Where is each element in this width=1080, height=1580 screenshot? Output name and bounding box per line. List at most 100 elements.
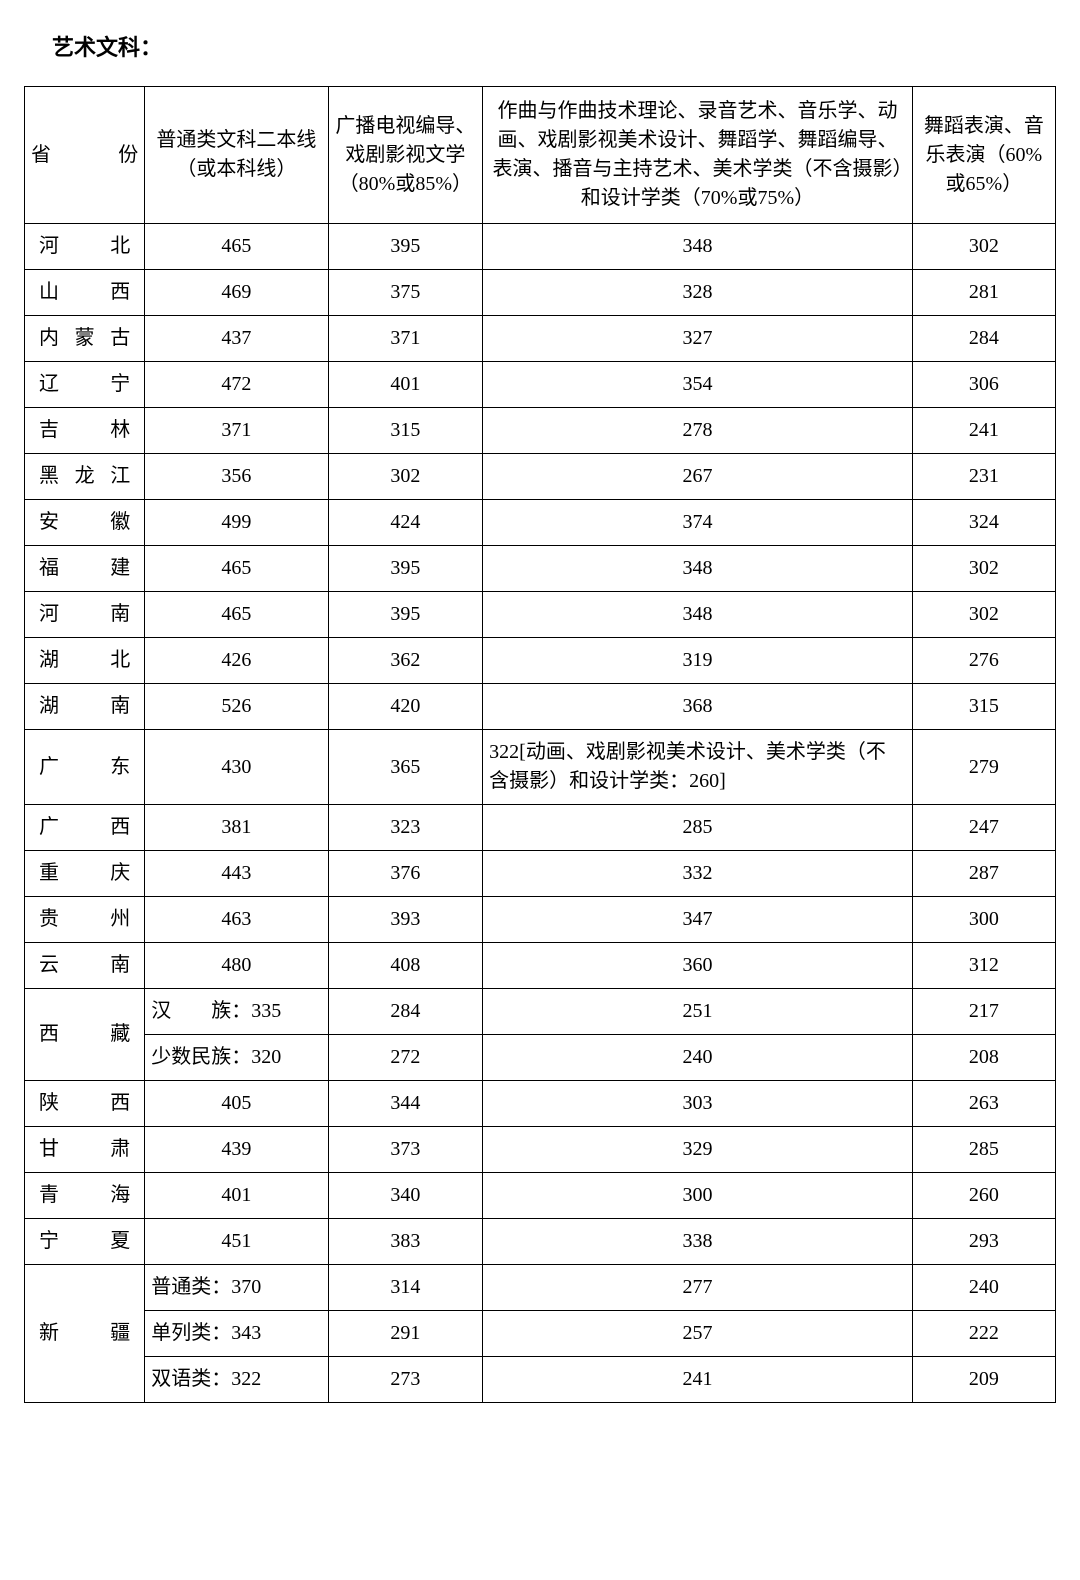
cell-province: 陕 西 — [25, 1081, 145, 1127]
cell-p70: 240 — [483, 1035, 913, 1081]
cell-p70: 347 — [483, 897, 913, 943]
cell-base: 普通类：370 — [145, 1265, 328, 1311]
col-80-header: 广播电视编导、戏剧影视文学（80%或85%） — [328, 87, 483, 224]
cell-p80: 362 — [328, 638, 483, 684]
cell-p60: 208 — [912, 1035, 1055, 1081]
cell-base: 437 — [145, 316, 328, 362]
cell-base: 443 — [145, 851, 328, 897]
cell-base: 465 — [145, 224, 328, 270]
table-row: 河 南465395348302 — [25, 592, 1056, 638]
cell-p80: 375 — [328, 270, 483, 316]
cell-p80: 373 — [328, 1127, 483, 1173]
cell-p80: 284 — [328, 989, 483, 1035]
cell-p80: 302 — [328, 454, 483, 500]
table-row: 安 徽499424374324 — [25, 500, 1056, 546]
cell-p80: 272 — [328, 1035, 483, 1081]
table-body: 河 北465395348302山 西469375328281内蒙古4373713… — [25, 224, 1056, 1403]
cell-province: 福 建 — [25, 546, 145, 592]
table-row: 单列类：343291257222 — [25, 1311, 1056, 1357]
cell-p70: 354 — [483, 362, 913, 408]
cell-province: 湖 北 — [25, 638, 145, 684]
cell-base: 469 — [145, 270, 328, 316]
cell-base: 526 — [145, 684, 328, 730]
cell-p70: 328 — [483, 270, 913, 316]
cell-p70: 348 — [483, 592, 913, 638]
cell-p70: 277 — [483, 1265, 913, 1311]
cell-p70: 241 — [483, 1357, 913, 1403]
cell-p80: 365 — [328, 730, 483, 805]
table-row: 黑龙江356302267231 — [25, 454, 1056, 500]
cell-p80: 315 — [328, 408, 483, 454]
cell-province: 河 北 — [25, 224, 145, 270]
table-row: 新 疆普通类：370314277240 — [25, 1265, 1056, 1311]
cell-p60: 306 — [912, 362, 1055, 408]
cell-base: 少数民族：320 — [145, 1035, 328, 1081]
cell-p70: 251 — [483, 989, 913, 1035]
table-row: 少数民族：320272240208 — [25, 1035, 1056, 1081]
cell-p60: 231 — [912, 454, 1055, 500]
cell-base: 439 — [145, 1127, 328, 1173]
table-row: 甘 肃439373329285 — [25, 1127, 1056, 1173]
cell-p80: 340 — [328, 1173, 483, 1219]
table-row: 山 西469375328281 — [25, 270, 1056, 316]
cell-p80: 314 — [328, 1265, 483, 1311]
cell-p70: 303 — [483, 1081, 913, 1127]
cell-p70: 374 — [483, 500, 913, 546]
cell-province: 贵 州 — [25, 897, 145, 943]
cell-p80: 344 — [328, 1081, 483, 1127]
cell-p80: 323 — [328, 805, 483, 851]
cell-p60: 312 — [912, 943, 1055, 989]
table-row: 西 藏汉 族：335284251217 — [25, 989, 1056, 1035]
cell-province: 辽 宁 — [25, 362, 145, 408]
col-70-header: 作曲与作曲技术理论、录音艺术、音乐学、动画、戏剧影视美术设计、舞蹈学、舞蹈编导、… — [483, 87, 913, 224]
table-row: 广 西381323285247 — [25, 805, 1056, 851]
cell-p60: 217 — [912, 989, 1055, 1035]
cell-p60: 284 — [912, 316, 1055, 362]
cell-base: 480 — [145, 943, 328, 989]
table-row: 云 南480408360312 — [25, 943, 1056, 989]
cell-p80: 371 — [328, 316, 483, 362]
cell-p80: 408 — [328, 943, 483, 989]
cell-province: 黑龙江 — [25, 454, 145, 500]
cell-p70: 338 — [483, 1219, 913, 1265]
cell-p80: 393 — [328, 897, 483, 943]
cell-province: 宁 夏 — [25, 1219, 145, 1265]
cell-base: 465 — [145, 592, 328, 638]
table-row: 河 北465395348302 — [25, 224, 1056, 270]
cell-base: 单列类：343 — [145, 1311, 328, 1357]
cell-p60: 240 — [912, 1265, 1055, 1311]
cell-p80: 395 — [328, 224, 483, 270]
table-row: 宁 夏451383338293 — [25, 1219, 1056, 1265]
cell-base: 426 — [145, 638, 328, 684]
cell-p80: 395 — [328, 546, 483, 592]
cell-p70: 332 — [483, 851, 913, 897]
cell-province: 甘 肃 — [25, 1127, 145, 1173]
cell-base: 371 — [145, 408, 328, 454]
cell-p70: 319 — [483, 638, 913, 684]
cell-p60: 302 — [912, 224, 1055, 270]
cell-p80: 395 — [328, 592, 483, 638]
cell-base: 463 — [145, 897, 328, 943]
cell-p60: 302 — [912, 546, 1055, 592]
cell-p80: 273 — [328, 1357, 483, 1403]
cell-p70: 257 — [483, 1311, 913, 1357]
table-row: 吉 林371315278241 — [25, 408, 1056, 454]
cell-base: 465 — [145, 546, 328, 592]
cell-province: 青 海 — [25, 1173, 145, 1219]
cell-p60: 293 — [912, 1219, 1055, 1265]
cell-p60: 241 — [912, 408, 1055, 454]
cell-p70: 368 — [483, 684, 913, 730]
page-title: 艺术文科： — [52, 30, 1056, 62]
table-row: 福 建465395348302 — [25, 546, 1056, 592]
table-row: 内蒙古437371327284 — [25, 316, 1056, 362]
cell-p80: 383 — [328, 1219, 483, 1265]
cell-province: 广 东 — [25, 730, 145, 805]
score-table: 省 份 普通类文科二本线（或本科线） 广播电视编导、戏剧影视文学（80%或85%… — [24, 86, 1056, 1403]
cell-province: 吉 林 — [25, 408, 145, 454]
cell-base: 汉 族：335 — [145, 989, 328, 1035]
cell-province: 河 南 — [25, 592, 145, 638]
cell-p60: 300 — [912, 897, 1055, 943]
cell-p70: 300 — [483, 1173, 913, 1219]
cell-p60: 247 — [912, 805, 1055, 851]
cell-p70: 329 — [483, 1127, 913, 1173]
